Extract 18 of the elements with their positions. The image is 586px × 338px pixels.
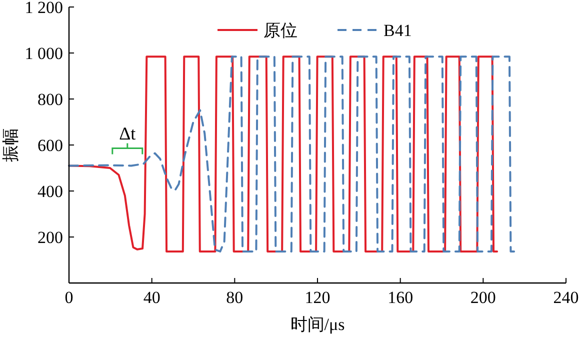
legend-label: 原位 [264,20,298,40]
y-tick-label: 1 200 [24,0,63,17]
annotation: Δt [119,123,136,144]
y-tick-label: 600 [38,136,63,155]
x-tick-label: 200 [470,288,496,307]
x-tick-label: 40 [143,288,160,307]
y-tick-label: 1 000 [24,44,63,63]
x-tick-label: 120 [304,288,330,307]
x-tick-label: 240 [553,288,579,307]
x-tick-label: 80 [226,288,244,307]
y-tick-label: 800 [38,90,63,109]
y-tick-label: 400 [38,182,63,201]
x-tick-label: 0 [64,288,74,307]
x-axis-title: 时间/μs [290,315,345,334]
y-axis-title: 振幅 [1,128,20,162]
legend-label: B41 [384,20,412,40]
y-tick-label: 200 [38,228,63,247]
x-tick-label: 160 [388,288,414,307]
